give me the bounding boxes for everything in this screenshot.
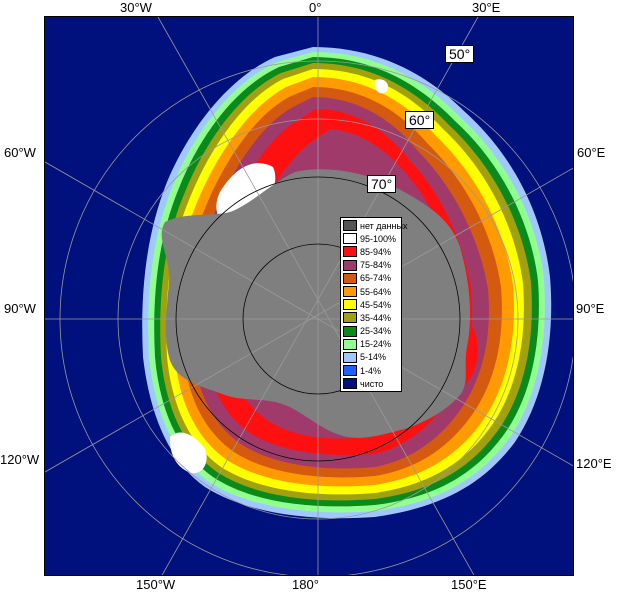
legend-label: 35-44% — [360, 312, 392, 323]
legend-item: 55-64% — [343, 285, 399, 298]
legend-label: 25-34% — [360, 326, 392, 337]
lon-label-60e: 60°E — [577, 145, 606, 160]
legend-item: 85-94% — [343, 245, 399, 258]
legend-item: 1-4% — [343, 364, 399, 377]
legend-item: 95-100% — [343, 232, 399, 245]
legend-label: 15-24% — [360, 339, 392, 350]
lon-label-30w: 30°W — [120, 0, 152, 15]
legend-item: 15-24% — [343, 338, 399, 351]
lat-label-70: 70° — [367, 175, 397, 193]
meridian-60e-120w — [45, 167, 573, 473]
legend-label: чисто — [360, 378, 384, 389]
band-95-100-a — [216, 163, 276, 228]
lon-label-120e: 120°E — [576, 456, 612, 471]
legend-item: нет данных — [343, 219, 407, 232]
lon-label-90e: 90°E — [576, 301, 605, 316]
map-frame: 50° 60° 70° — [44, 16, 574, 576]
lat-label-50: 50° — [445, 45, 475, 63]
legend-swatch — [343, 233, 357, 245]
legend-item: 35-44% — [343, 311, 399, 324]
legend-label: 75-84% — [360, 260, 392, 271]
legend-swatch — [343, 220, 357, 232]
legend-swatch — [343, 325, 357, 337]
legend-swatch — [343, 259, 357, 271]
legend-item: 45-54% — [343, 298, 399, 311]
legend-item: 65-74% — [343, 272, 399, 285]
lon-label-60w: 60°W — [4, 145, 36, 160]
lon-label-150w: 150°W — [136, 577, 176, 592]
ice-concentration-legend: нет данных 95-100% 85-94% 75-84% 65-74% 55-64… — [340, 217, 407, 393]
legend-swatch — [343, 351, 357, 363]
legend-item: чисто — [343, 377, 399, 390]
meridian-30e-150w — [161, 17, 479, 575]
legend-label: 85-94% — [360, 246, 392, 257]
legend-swatch — [343, 338, 357, 350]
legend-label: 5-14% — [360, 352, 387, 363]
legend-item: 5-14% — [343, 351, 399, 364]
lat-label-60: 60° — [405, 111, 435, 129]
meridian-60w-120e — [45, 161, 573, 467]
band-95-100-c — [374, 79, 389, 94]
legend-swatch — [343, 365, 357, 377]
legend-label: 65-74% — [360, 273, 392, 284]
legend-item: 75-84% — [343, 259, 399, 272]
meridian-30w-150e — [157, 17, 475, 575]
legend-swatch — [343, 312, 357, 324]
legend-swatch — [343, 299, 357, 311]
lon-label-0: 0° — [309, 0, 322, 15]
legend-swatch — [343, 286, 357, 298]
legend-label: 95-100% — [360, 233, 397, 244]
lon-label-150e: 150°E — [451, 577, 487, 592]
legend-item: 25-34% — [343, 325, 399, 338]
legend-label: 1-4% — [360, 365, 382, 376]
lon-label-120w: 120°W — [0, 452, 40, 467]
sea-ice-map — [45, 17, 573, 575]
lon-label-90w: 90°W — [4, 301, 36, 316]
parallel-70-inner — [175, 176, 461, 462]
legend-swatch — [343, 272, 357, 284]
legend-swatch — [343, 378, 357, 390]
lon-label-180: 180° — [292, 577, 319, 592]
legend-label: 55-64% — [360, 286, 392, 297]
lon-label-30e: 30°E — [472, 0, 501, 15]
legend-label: 45-54% — [360, 299, 392, 310]
legend-label: нет данных — [360, 220, 408, 231]
legend-swatch — [343, 246, 357, 258]
